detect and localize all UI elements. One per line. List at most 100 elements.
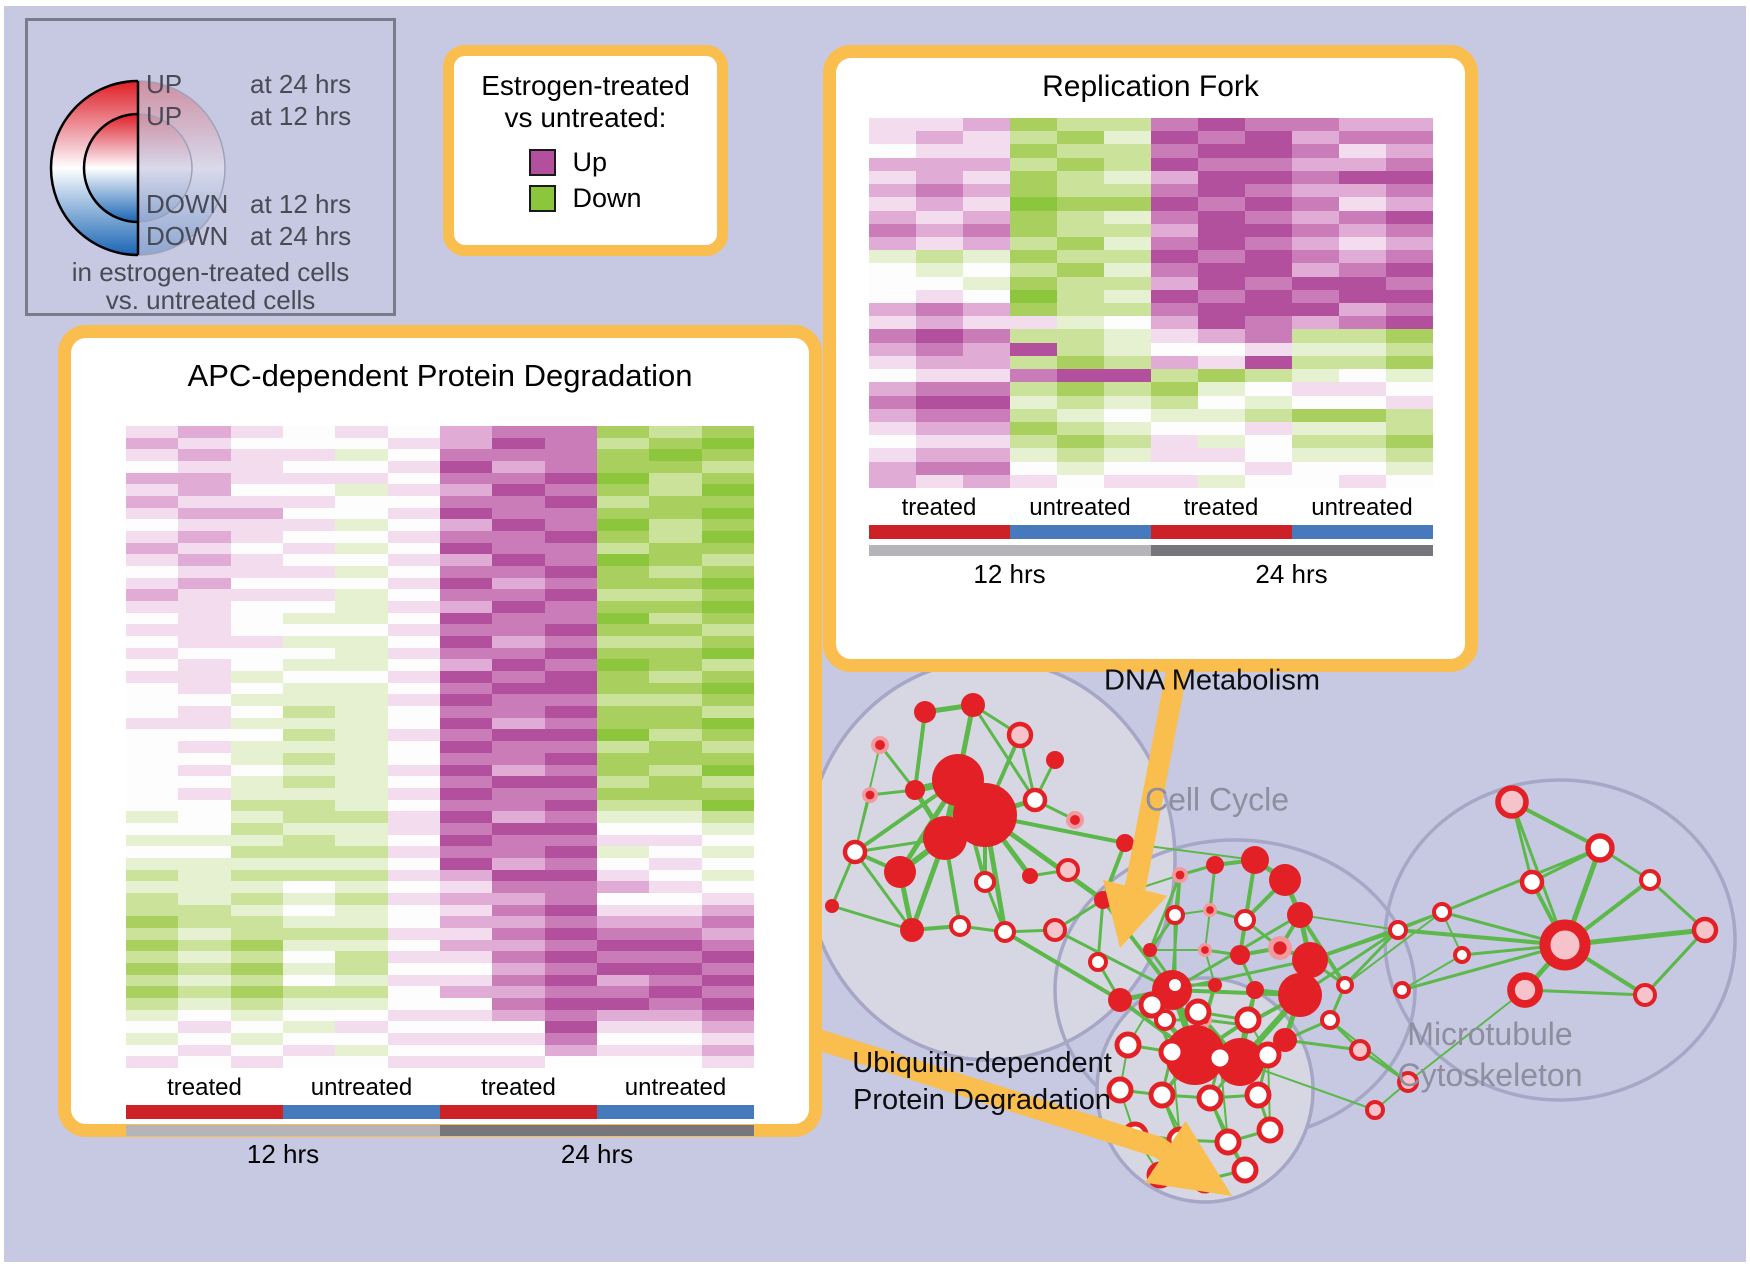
heatmap-cell — [230, 822, 283, 835]
heatmap-cell — [282, 437, 336, 450]
heatmap-cell — [701, 752, 754, 765]
heatmap-cell — [282, 1021, 336, 1033]
heatmap-cell — [544, 997, 597, 1010]
heatmap-cell — [439, 496, 493, 508]
heatmap-cell — [492, 647, 545, 660]
heatmap-cell — [335, 729, 388, 742]
heatmap-cell — [1150, 157, 1198, 171]
heatmap-cell — [649, 437, 702, 450]
heatmap-cell — [649, 927, 702, 940]
heatmap-cell — [596, 659, 650, 672]
network-node-ring — [1196, 1084, 1224, 1112]
heatmap-cell — [1338, 329, 1386, 343]
heatmap-cell — [701, 857, 754, 870]
heatmap-cell — [492, 741, 545, 753]
heatmap-cell — [1338, 421, 1386, 436]
network-node-ring — [1165, 905, 1185, 925]
heatmap-cell — [492, 927, 545, 940]
heatmap-cell — [544, 682, 597, 695]
heatmap-cell — [544, 1009, 597, 1022]
heatmap-cell — [649, 892, 702, 905]
network-node-ring — [1336, 976, 1354, 994]
heatmap-cell — [649, 1056, 702, 1068]
heatmap-cell — [230, 916, 283, 928]
heatmap-cell — [701, 694, 754, 707]
heatmap-cell — [335, 636, 388, 648]
heatmap-cell — [1197, 157, 1245, 171]
heatmap-cell — [492, 531, 545, 543]
heatmap-cell — [387, 787, 440, 800]
heatmap-cell — [282, 951, 336, 963]
heatmap-cell — [282, 787, 336, 800]
heatmap-cell — [178, 717, 231, 730]
condition-bar-segment — [126, 1105, 283, 1119]
heatmap-cell — [178, 554, 231, 567]
heatmap-cell — [178, 974, 231, 987]
heatmap-cell — [1056, 263, 1104, 277]
heatmap-cell — [335, 542, 388, 555]
heatmap-cell — [387, 1056, 440, 1068]
heatmap-cell — [1244, 461, 1292, 475]
heatmap-cell — [596, 1009, 650, 1022]
heatmap-cell — [649, 519, 702, 532]
heatmap-cell — [1385, 303, 1433, 317]
heatmap-cell — [868, 382, 916, 396]
heatmap-cell — [1056, 474, 1104, 488]
callout-arrow-head — [1103, 879, 1168, 948]
heatmap-cell — [492, 589, 545, 602]
heatmap-cell — [1197, 184, 1245, 198]
heatmap-cell — [1056, 276, 1104, 290]
heatmap-cell — [596, 916, 650, 928]
time-bar — [868, 545, 1433, 556]
heatmap-cell — [544, 706, 597, 718]
heatmap-cell — [282, 939, 336, 952]
heatmap-cell — [544, 589, 597, 602]
heatmap-cell — [126, 962, 179, 975]
replication-fork-panel: Replication Fork treated untreated treat… — [823, 45, 1478, 672]
heatmap-cell — [596, 636, 650, 648]
heatmap-cell — [1197, 435, 1245, 449]
heatmap-cell — [1103, 118, 1151, 132]
heatmap-cell — [915, 303, 963, 317]
heatmap-cell — [596, 741, 650, 753]
heatmap-cell — [126, 787, 179, 800]
heatmap-cell — [1197, 329, 1245, 343]
heatmap-cell — [701, 682, 754, 695]
time-bar-segment — [126, 1125, 440, 1136]
heatmap-cell — [1103, 289, 1151, 303]
heatmap-cell — [701, 659, 754, 672]
heatmap-cell — [544, 577, 597, 590]
heatmap-cell — [178, 892, 231, 905]
heatmap-cell — [544, 974, 597, 987]
heatmap-cell — [596, 1044, 650, 1057]
heatmap-cell — [335, 869, 388, 882]
heatmap-cell — [387, 892, 440, 905]
heatmap-cell — [1150, 144, 1198, 158]
heatmap-cell — [1150, 236, 1198, 251]
heatmap-cell — [1009, 144, 1057, 158]
heatmap-cell — [126, 811, 179, 823]
heatmap-cell — [126, 1032, 179, 1045]
heatmap-cell — [230, 951, 283, 963]
heatmap-cell — [230, 1056, 283, 1068]
heatmap-cell — [178, 496, 231, 508]
heatmap-cell — [649, 741, 702, 753]
heatmap-cell — [962, 408, 1010, 422]
heatmap-cell — [439, 881, 493, 893]
heatmap-cell — [178, 694, 231, 707]
heatmap-cell — [335, 962, 388, 975]
heatmap-cell — [596, 717, 650, 730]
heatmap-cell — [701, 461, 754, 473]
network-node-ring — [1233, 908, 1257, 932]
heatmap-cell — [387, 869, 440, 882]
heatmap-cell — [649, 904, 702, 917]
heatmap-cell — [701, 846, 754, 858]
heatmap-cell — [1338, 448, 1386, 462]
heatmap-cell — [701, 449, 754, 462]
heatmap-cell — [596, 834, 650, 847]
heatmap-cell — [230, 997, 283, 1010]
heatmap-cell — [596, 1056, 650, 1068]
heatmap-cell — [1009, 355, 1057, 370]
heatmap-cell — [230, 659, 283, 672]
heatmap-cell — [387, 636, 440, 648]
